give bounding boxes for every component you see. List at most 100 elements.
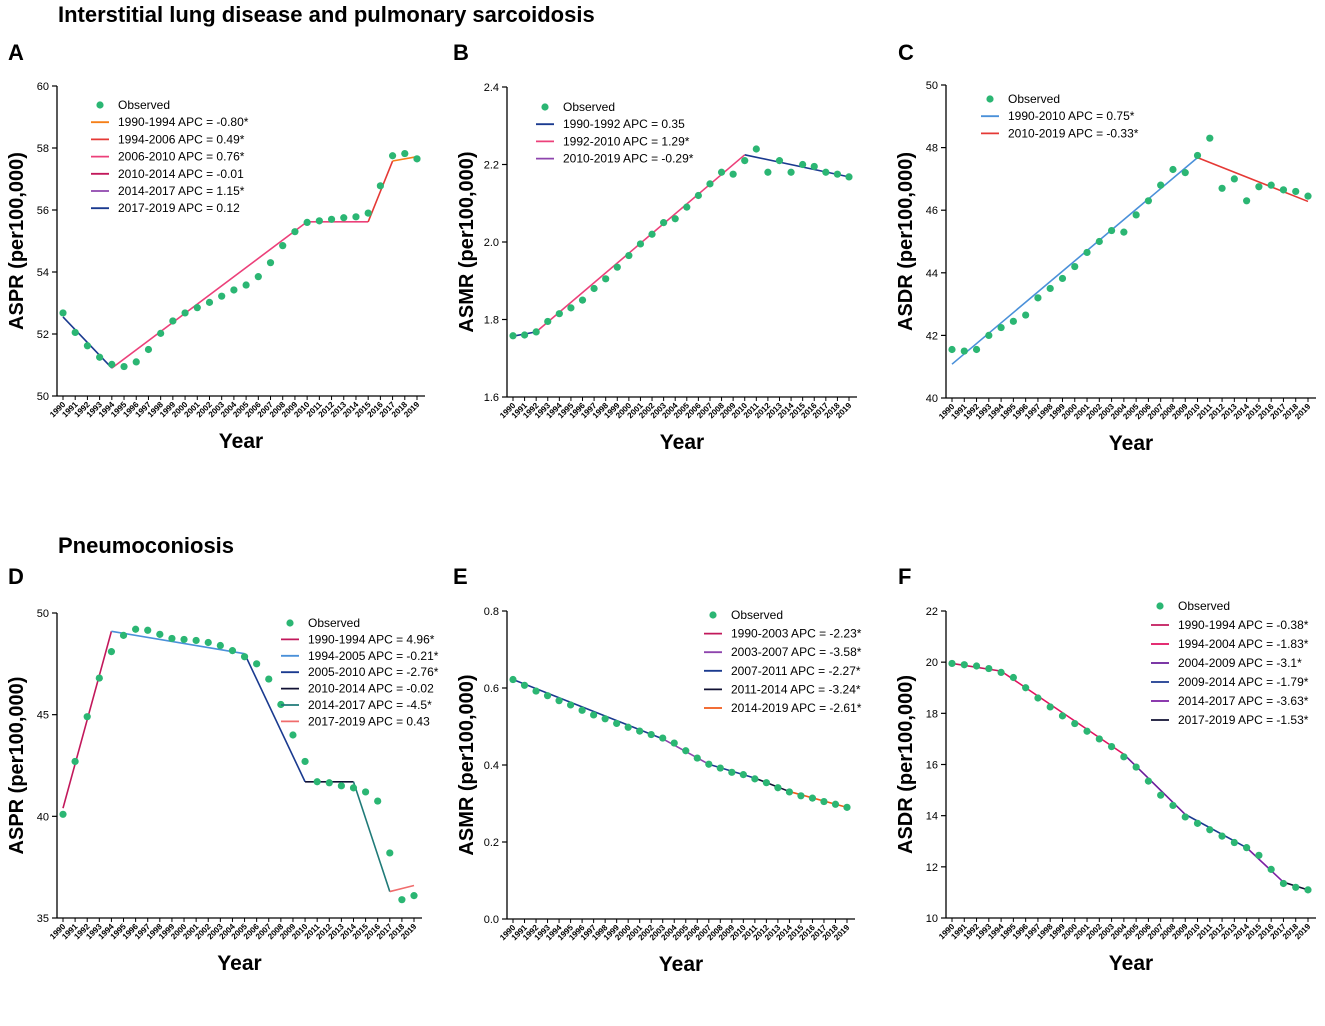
panel-letter-a: A xyxy=(8,40,24,65)
y-axis-title: ASPR (per100,000) xyxy=(6,677,28,855)
observed-point xyxy=(948,659,956,668)
observed-point xyxy=(1120,753,1128,761)
observed-point xyxy=(1071,719,1079,728)
segment-line xyxy=(951,157,1199,365)
observed-point xyxy=(1157,791,1165,799)
panel-letter-b: B xyxy=(453,40,469,65)
observed-point xyxy=(253,660,261,668)
observed-point xyxy=(303,218,311,226)
observed-point xyxy=(180,635,188,644)
y-tick-label: 35 xyxy=(37,913,49,925)
segment-line xyxy=(243,653,306,783)
observed-point xyxy=(822,168,830,176)
y-tick-label: 58 xyxy=(37,143,49,155)
y-tick-label: 42 xyxy=(926,330,938,342)
observed-point xyxy=(509,675,517,684)
panel-letter-f: F xyxy=(898,564,912,589)
observed-point xyxy=(1206,826,1214,834)
observed-point xyxy=(764,168,772,176)
observed-point xyxy=(520,681,529,689)
legend-segment-label: 2017-2019 APC = 0.43 xyxy=(308,714,430,728)
observed-point xyxy=(693,754,701,762)
observed-point xyxy=(398,896,406,904)
observed-point xyxy=(624,723,632,731)
observed-point xyxy=(741,157,749,165)
observed-point xyxy=(181,309,189,317)
observed-point xyxy=(625,251,633,260)
observed-point xyxy=(810,162,818,171)
observed-point xyxy=(1009,673,1017,682)
observed-point xyxy=(602,275,610,283)
observed-point xyxy=(683,203,691,211)
observed-point xyxy=(1169,165,1177,174)
observed-point xyxy=(144,626,152,634)
observed-point xyxy=(648,230,656,238)
y-tick-label: 1.6 xyxy=(484,392,499,404)
observed-point xyxy=(266,259,275,267)
observed-point xyxy=(1193,151,1202,160)
observed-point xyxy=(132,358,140,366)
legend-segment-label: 1994-2005 APC = -0.21* xyxy=(308,649,439,663)
observed-point xyxy=(242,281,250,289)
observed-point xyxy=(1083,727,1091,735)
segment-line xyxy=(389,884,415,893)
legend-segment-label: 1990-2003 APC = -2.23* xyxy=(731,627,862,641)
y-tick-label: 14 xyxy=(926,811,938,823)
observed-point xyxy=(1292,883,1300,891)
observed-point xyxy=(729,170,737,178)
observed-point xyxy=(291,228,299,236)
observed-point xyxy=(83,342,92,350)
observed-point xyxy=(843,803,851,811)
legend-segment-label: 1990-2010 APC = 0.75* xyxy=(1008,109,1135,123)
observed-point xyxy=(1095,735,1103,743)
observed-point xyxy=(694,191,702,200)
observed-point xyxy=(1144,197,1153,205)
legend-segment-label: 2017-2019 APC = 0.12 xyxy=(118,201,240,215)
observed-point xyxy=(555,697,563,705)
y-tick-label: 0.8 xyxy=(484,606,499,618)
observed-point xyxy=(71,328,79,337)
observed-point xyxy=(361,788,370,796)
segment-line xyxy=(111,221,308,369)
y-tick-label: 44 xyxy=(926,268,938,280)
observed-point xyxy=(774,784,782,792)
y-tick-label: 2.0 xyxy=(484,237,499,249)
y-tick-label: 16 xyxy=(926,760,938,772)
segment-line xyxy=(1197,156,1309,203)
observed-point xyxy=(833,170,842,178)
observed-point xyxy=(613,263,621,271)
observed-point xyxy=(1132,763,1140,771)
observed-point xyxy=(775,157,784,165)
observed-point xyxy=(1046,703,1054,711)
y-axis-title: ASDR (per100,000) xyxy=(895,675,917,854)
observed-point xyxy=(1243,197,1251,205)
observed-point xyxy=(218,292,226,300)
observed-point xyxy=(401,149,409,158)
observed-point xyxy=(762,779,770,787)
observed-point xyxy=(555,310,563,318)
observed-point xyxy=(132,625,140,633)
observed-point xyxy=(1132,211,1140,219)
legend-segment-label: 1990-1994 APC = -0.80* xyxy=(118,115,249,129)
chart-e: 0.00.20.40.60.81990199119921993199419951… xyxy=(456,606,862,976)
observed-point xyxy=(985,664,993,673)
legend-segment-label: 1990-1994 APC = 4.96* xyxy=(308,632,435,646)
legend-segment-label: 2011-2014 APC = -3.24* xyxy=(731,682,861,696)
observed-point xyxy=(739,771,747,779)
observed-point xyxy=(1218,832,1226,840)
legend-observed-label: Observed xyxy=(118,98,170,112)
observed-point xyxy=(590,711,598,719)
y-tick-label: 48 xyxy=(926,143,938,155)
observed-point xyxy=(520,331,529,339)
observed-point xyxy=(532,687,540,695)
observed-point xyxy=(797,792,805,800)
x-axis-title: Year xyxy=(219,430,263,453)
observed-point xyxy=(59,309,67,317)
observed-point xyxy=(660,219,668,227)
y-tick-label: 2.4 xyxy=(484,82,499,94)
observed-point xyxy=(636,727,644,735)
observed-point xyxy=(388,152,397,160)
observed-point xyxy=(1292,187,1300,196)
observed-point xyxy=(972,662,981,670)
observed-point xyxy=(799,160,807,169)
